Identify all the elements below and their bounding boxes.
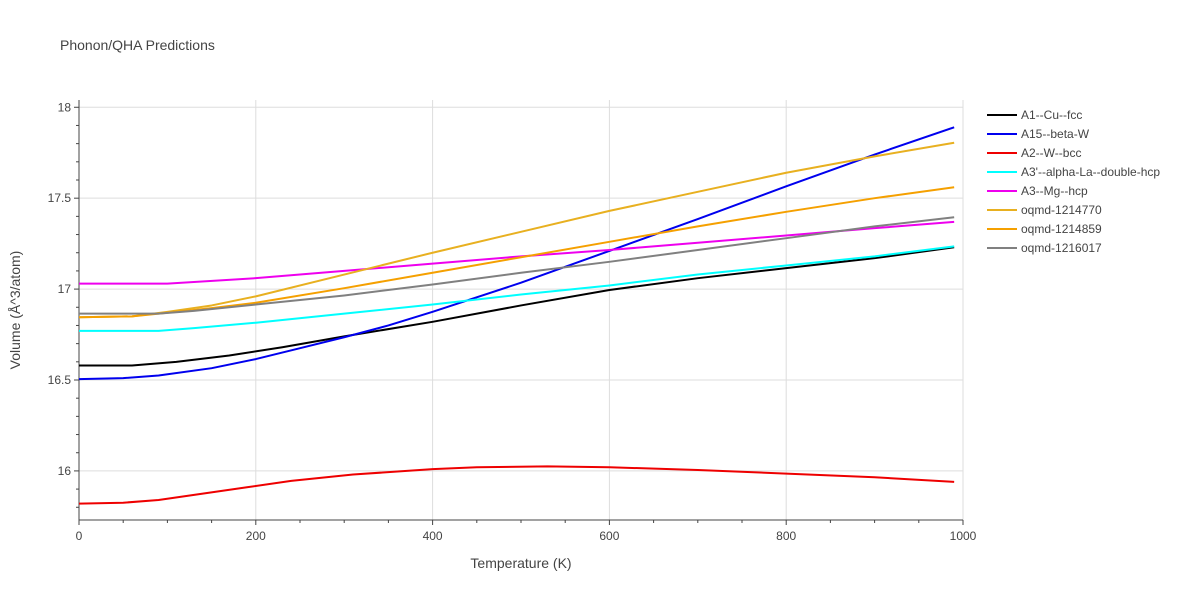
legend-label: A1--Cu--fcc bbox=[1021, 108, 1082, 122]
legend[interactable]: A1--Cu--fcc A15--beta-W A2--W--bcc A3'--alp… bbox=[987, 108, 1160, 255]
legend-label: A3--Mg--hcp bbox=[1021, 184, 1088, 198]
x-tick-label: 400 bbox=[423, 529, 443, 543]
legend-label: A2--W--bcc bbox=[1021, 146, 1081, 160]
legend-item[interactable]: A2--W--bcc bbox=[987, 146, 1081, 160]
legend-label: oqmd-1214859 bbox=[1021, 222, 1102, 236]
grid-layer bbox=[79, 100, 964, 520]
y-tick-label: 17 bbox=[58, 282, 72, 296]
y-tick-label: 18 bbox=[58, 100, 72, 114]
legend-label: oqmd-1214770 bbox=[1021, 203, 1102, 217]
x-tick-label: 200 bbox=[246, 529, 266, 543]
y-tick-label: 16.5 bbox=[48, 373, 72, 387]
chart-title: Phonon/QHA Predictions bbox=[60, 37, 215, 53]
y-axis-title: Volume (Å^3/atom) bbox=[7, 251, 23, 370]
series-line-6 bbox=[78, 186, 955, 319]
legend-label: A3'--alpha-La--double-hcp bbox=[1021, 165, 1160, 179]
axis-layer: 0 200 400 600 800 1000 16 16.5 17 17.5 18 bbox=[48, 100, 977, 543]
series-layer bbox=[78, 126, 955, 505]
x-tick-label: 800 bbox=[776, 529, 796, 543]
legend-item[interactable]: oqmd-1214770 bbox=[987, 203, 1102, 217]
x-tick-label: 600 bbox=[599, 529, 619, 543]
series-line-0 bbox=[79, 246, 955, 367]
series-line-3 bbox=[79, 245, 955, 332]
series-line-1 bbox=[78, 126, 955, 381]
legend-label: A15--beta-W bbox=[1021, 127, 1090, 141]
legend-item[interactable]: A1--Cu--fcc bbox=[987, 108, 1082, 122]
series-line-7 bbox=[79, 216, 955, 315]
x-axis-title: Temperature (K) bbox=[470, 555, 571, 571]
series-line-5 bbox=[78, 141, 955, 319]
series-line-2 bbox=[78, 465, 955, 505]
legend-item[interactable]: oqmd-1214859 bbox=[987, 222, 1102, 236]
x-tick-label: 0 bbox=[76, 529, 83, 543]
legend-item[interactable]: oqmd-1216017 bbox=[987, 241, 1102, 255]
x-tick-label: 1000 bbox=[950, 529, 977, 543]
series-line-4 bbox=[79, 220, 955, 285]
legend-item[interactable]: A15--beta-W bbox=[987, 127, 1090, 141]
y-tick-label: 16 bbox=[58, 464, 72, 478]
legend-item[interactable]: A3--Mg--hcp bbox=[987, 184, 1088, 198]
legend-label: oqmd-1216017 bbox=[1021, 241, 1102, 255]
legend-item[interactable]: A3'--alpha-La--double-hcp bbox=[987, 165, 1160, 179]
y-tick-label: 17.5 bbox=[48, 191, 72, 205]
